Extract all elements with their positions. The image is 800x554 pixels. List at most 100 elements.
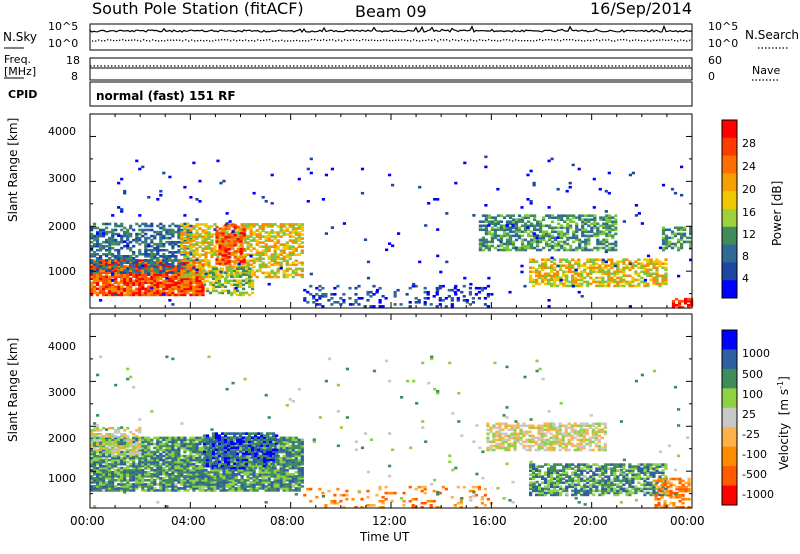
power-cell (221, 242, 225, 245)
power-cell (279, 249, 283, 252)
velocity-cell (189, 481, 193, 484)
noise-search-point (338, 39, 340, 41)
power-cell (138, 289, 142, 293)
power-cell (616, 282, 620, 286)
velocity-cell (111, 483, 115, 486)
velocity-cell (90, 481, 94, 484)
power-cell (542, 230, 546, 234)
power-cell (223, 279, 228, 283)
velocity-cell (240, 477, 244, 480)
power-cell (99, 271, 103, 274)
power-cell (189, 283, 193, 287)
power-cell (132, 283, 136, 287)
velocity-cell (183, 481, 187, 484)
velocity-cell (198, 483, 202, 486)
power-cell (174, 242, 178, 246)
power-cell (622, 268, 626, 272)
power-cell (138, 273, 142, 276)
power-cell (571, 284, 575, 288)
velocity-cell (156, 436, 160, 440)
power-cell (204, 241, 208, 244)
power-cell (418, 185, 422, 189)
velocity-cell (267, 475, 271, 478)
power-cell (165, 230, 169, 234)
power-cell (547, 282, 551, 286)
noise-search-point (290, 40, 292, 42)
noise-search-point (341, 40, 343, 42)
power-cell (584, 228, 588, 232)
power-cell (601, 280, 605, 284)
power-cell (511, 224, 515, 227)
power-cell (248, 271, 252, 274)
velocity-cell (222, 468, 226, 472)
power-cell (192, 269, 196, 273)
power-cell (658, 260, 662, 263)
power-cell (144, 244, 148, 248)
power-cell (111, 287, 115, 291)
power-cell (246, 241, 250, 244)
power-cell (391, 244, 395, 248)
power-cell (664, 234, 669, 238)
power-cell (554, 242, 558, 246)
power-cell (258, 225, 262, 228)
noise-search-point (122, 39, 124, 41)
power-cell (123, 271, 127, 274)
velocity-cell (141, 458, 145, 462)
velocity-cell (102, 471, 106, 474)
velocity-cell (264, 487, 268, 490)
power-cell (505, 220, 510, 223)
velocity-cell (105, 454, 109, 458)
power-cell (96, 277, 100, 281)
power-cell (105, 253, 109, 256)
power-cell (634, 204, 638, 207)
power-cell (478, 244, 482, 248)
power-cell (108, 253, 112, 256)
power-cell (614, 222, 618, 226)
velocity-cell (171, 456, 175, 460)
power-cell (575, 230, 579, 234)
velocity-cell (201, 436, 205, 440)
power-cell (156, 269, 160, 272)
velocity-cell (243, 483, 247, 486)
power-cell (502, 248, 507, 252)
velocity-cell (147, 454, 151, 458)
power-cell (186, 283, 190, 287)
velocity-cell (168, 464, 172, 468)
velocity-cell (108, 483, 112, 486)
power-cell (198, 227, 202, 230)
power-cell (381, 295, 385, 298)
power-cell (270, 223, 274, 226)
power-cell (566, 214, 570, 217)
power-cell (652, 262, 656, 265)
power-cell (581, 232, 585, 236)
velocity-cell (129, 468, 133, 472)
power-cell (224, 262, 228, 265)
velocity-cell (189, 477, 193, 480)
power-cell (117, 287, 121, 291)
velocity-cell (192, 448, 196, 452)
power-cell (138, 265, 142, 268)
power-cell (201, 285, 205, 289)
velocity-cell (99, 471, 103, 474)
power-cell (227, 248, 231, 251)
power-cell (553, 262, 557, 265)
velocity-cell (102, 458, 106, 462)
power-cell (90, 289, 94, 293)
power-cell (180, 279, 184, 283)
power-cell (236, 283, 240, 287)
velocity-cell (159, 471, 163, 474)
power-cell (168, 293, 172, 297)
velocity-cell (171, 479, 175, 482)
velocity-cell (174, 458, 178, 462)
power-cell (330, 293, 334, 296)
velocity-cell (99, 450, 103, 454)
power-cell (607, 282, 611, 286)
power-cell (255, 229, 259, 232)
power-cell (183, 257, 187, 261)
power-cell (195, 229, 199, 232)
power-cell (255, 243, 259, 246)
noise-search-point (224, 39, 226, 41)
velocity-cell (168, 450, 172, 454)
velocity-cell (126, 464, 130, 468)
velocity-cell (180, 440, 184, 444)
